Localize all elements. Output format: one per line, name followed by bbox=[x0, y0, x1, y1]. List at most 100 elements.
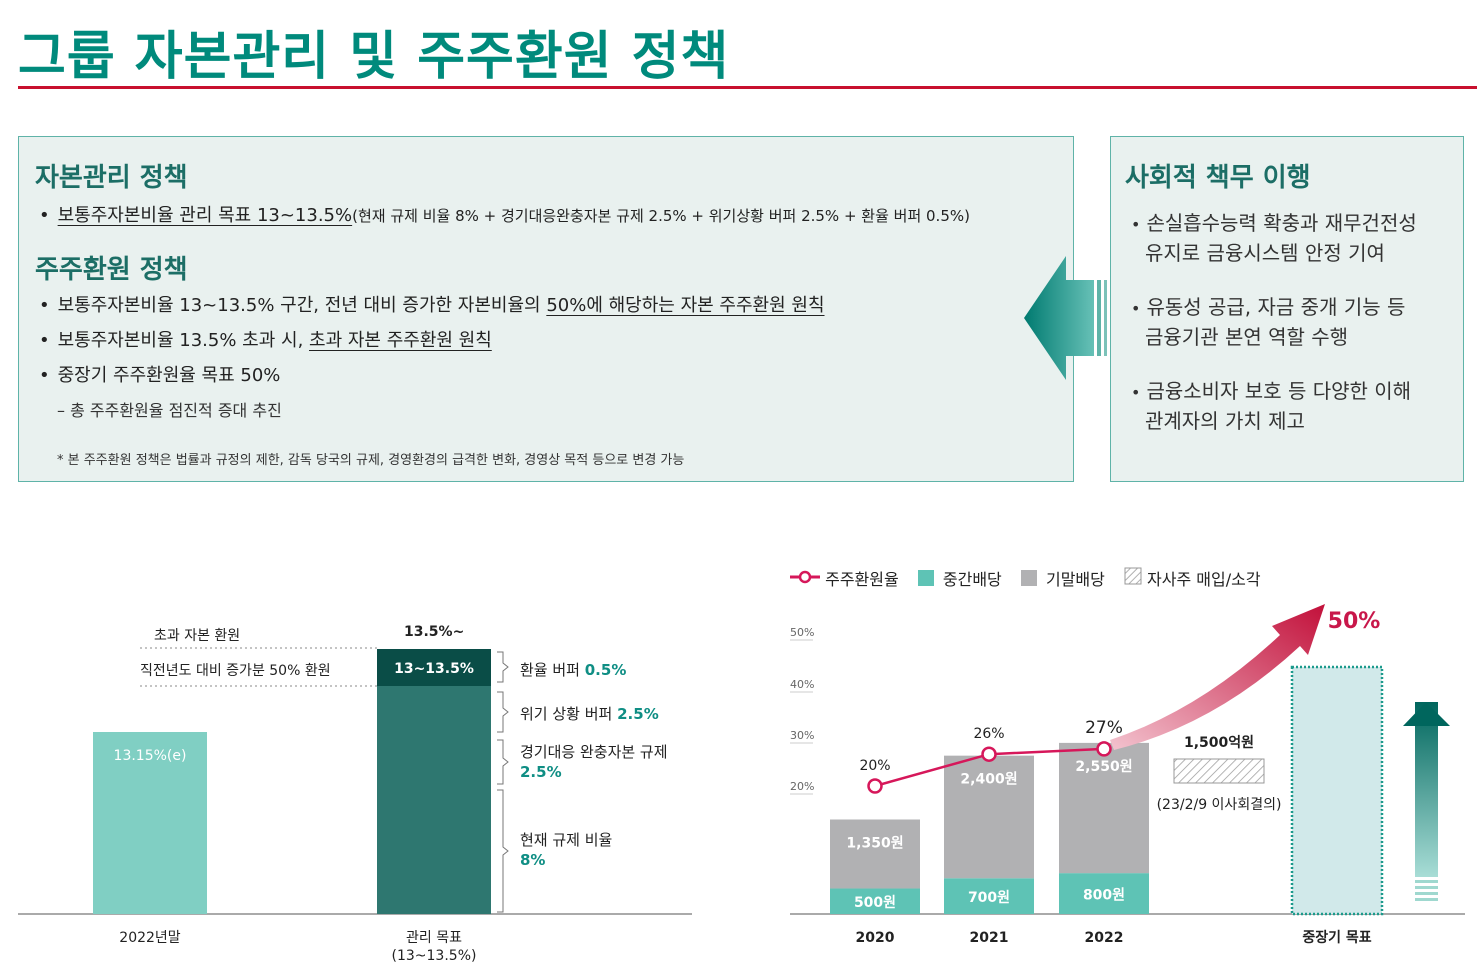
social-item-3: • 금융소비자 보호 등 다양한 이해 관계자의 가치 제고 bbox=[1131, 377, 1411, 435]
bar-final-dividend bbox=[944, 755, 1034, 879]
social-item-1-line2: 유지로 금융시스템 안정 기여 bbox=[1145, 241, 1385, 265]
buyback-note-label: (23/2/9 이사회결의) bbox=[1157, 797, 1282, 813]
social-item-2-line1: 유동성 공급, 자금 중개 기능 등 bbox=[1146, 295, 1406, 319]
bullet-dot: • bbox=[1131, 299, 1141, 318]
component-countercyclical-value: 2.5% bbox=[520, 763, 562, 781]
component-bracket bbox=[497, 651, 509, 683]
final-dividend-label: 2,400원 bbox=[960, 772, 1017, 788]
shareholder-bullet-2: • 보통주자본비율 13.5% 초과 시, 초과 자본 주주환원 원칙 bbox=[39, 326, 492, 352]
shareholder-return-chart: 50% 40% 30% 20% 500원 1,350원 2020 700원 2,400원 2021… bbox=[790, 604, 1465, 946]
category-target: 관리 목표 bbox=[406, 930, 462, 946]
buyback-amount-label: 1,500억원 bbox=[1184, 735, 1254, 751]
category-2022: 2022년말 bbox=[119, 930, 181, 946]
social-item-1-line1: 손실흡수능력 확충과 재무건전성 bbox=[1146, 211, 1417, 235]
bullet-dot: • bbox=[39, 330, 50, 351]
bar-midterm-target bbox=[1290, 665, 1384, 916]
capital-ratio-chart: 13.15%(e) 13~13.5% 2022년말 관리 목표 (13~13.5%) bbox=[18, 647, 692, 964]
legend-buyback-swatch bbox=[1124, 567, 1142, 589]
increase-return-label: 직전년도 대비 증가분 50% 환원 bbox=[140, 663, 331, 679]
return-rate-point bbox=[981, 746, 997, 762]
bullet-dot: • bbox=[1131, 215, 1141, 234]
up-arrow-stripe bbox=[1415, 880, 1438, 883]
buyback-bar bbox=[1173, 758, 1265, 784]
bar-2022-label: 13.15%(e) bbox=[114, 748, 187, 764]
social-heading: 사회적 책무 이행 bbox=[1125, 163, 1311, 193]
bullet-1-text: 보통주자본비율 13~13.5% 구간, 전년 대비 증가한 자본비율의 bbox=[57, 295, 547, 316]
bar-interim-dividend bbox=[830, 888, 920, 914]
component-countercyclical-name: 경기대응 완충자본 규제 bbox=[520, 743, 668, 761]
bar-final-dividend bbox=[1059, 742, 1149, 874]
component-bracket bbox=[497, 691, 509, 733]
component-crisis-buffer: 위기 상황 버퍼 2.5% bbox=[520, 703, 659, 724]
interim-dividend-label: 500원 bbox=[854, 895, 896, 911]
policy-footnote: * 본 주주환원 정책은 법률과 규정의 제한, 감독 당국의 규제, 경영환경… bbox=[57, 453, 685, 468]
growth-arrow-icon bbox=[1110, 604, 1325, 750]
category-label: 2021 bbox=[970, 930, 1009, 946]
category-label: 2020 bbox=[856, 930, 895, 946]
social-item-3-line2: 관계자의 가치 제고 bbox=[1145, 409, 1305, 433]
component-countercyclical: 경기대응 완충자본 규제 2.5% bbox=[520, 742, 668, 782]
component-fx-buffer-value: 0.5% bbox=[584, 661, 627, 679]
legend-final: 기말배당 bbox=[1045, 570, 1105, 589]
bar-interim-dividend bbox=[1059, 873, 1149, 914]
left-arrow-icon bbox=[1024, 256, 1112, 380]
up-arrow-stripe bbox=[1415, 892, 1438, 895]
final-dividend-label: 2,550원 bbox=[1075, 759, 1132, 775]
capital-target-detail: (현재 규제 비율 8% + 경기대응완충자본 규제 2.5% + 위기상황 버… bbox=[352, 207, 970, 225]
y-tick-label: 30% bbox=[790, 729, 814, 742]
bullet-dot: • bbox=[39, 205, 50, 226]
bar-final-dividend bbox=[830, 819, 920, 889]
component-current-reg-name: 현재 규제 비율 bbox=[520, 831, 613, 849]
legend-line-icon bbox=[790, 569, 820, 588]
bar-2022 bbox=[93, 732, 207, 914]
y-tick-label: 50% bbox=[790, 626, 814, 639]
y-tick-label: 20% bbox=[790, 780, 814, 793]
social-item-1: • 손실흡수능력 확충과 재무건전성 유지로 금융시스템 안정 기여 bbox=[1131, 209, 1417, 267]
legend-final-swatch bbox=[1020, 570, 1037, 586]
chart-legend: 주주환원율 중간배당 기말배당 자사주 매입/소각 bbox=[790, 566, 1261, 590]
bullet-dot: • bbox=[1131, 383, 1141, 402]
legend-interim: 중간배당 bbox=[942, 570, 1002, 589]
interim-dividend-label: 700원 bbox=[968, 890, 1010, 906]
legend-return-rate: 주주환원율 bbox=[825, 570, 899, 589]
interim-dividend-label: 800원 bbox=[1083, 888, 1125, 904]
shareholder-bullet-1: • 보통주자본비율 13~13.5% 구간, 전년 대비 증가한 자본비율의 50… bbox=[39, 291, 825, 317]
target-rate-label: 50% bbox=[1328, 609, 1381, 634]
up-arrow-shaft bbox=[1415, 702, 1438, 877]
category-label: 2022 bbox=[1085, 930, 1124, 946]
bullet-dot: • bbox=[39, 365, 50, 386]
social-item-2-line2: 금융기관 본연 역할 수행 bbox=[1145, 325, 1349, 349]
component-crisis-buffer-name: 위기 상황 버퍼 bbox=[520, 705, 613, 723]
page-title: 그룹 자본관리 및 주주환원 정책 bbox=[18, 27, 730, 87]
excess-capital-label: 초과 자본 환원 bbox=[154, 628, 241, 644]
return-rate-point bbox=[1096, 741, 1112, 757]
y-tick-label: 40% bbox=[790, 678, 814, 691]
social-item-2: • 유동성 공급, 자금 중개 기능 등 금융기관 본연 역할 수행 bbox=[1131, 293, 1405, 351]
component-fx-buffer-name: 환율 버퍼 bbox=[520, 661, 580, 679]
bullet-2-text: 보통주자본비율 13.5% 초과 시, bbox=[57, 330, 310, 351]
component-current-reg: 현재 규제 비율 8% bbox=[520, 830, 612, 870]
component-current-reg-value: 8% bbox=[520, 851, 546, 869]
bullet-1-underlined: 50%에 해당하는 자본 주주환원 원칙 bbox=[546, 295, 825, 316]
return-rate-label: 20% bbox=[859, 758, 890, 774]
up-arrow-icon bbox=[1403, 702, 1450, 726]
return-rate-point bbox=[867, 778, 883, 794]
component-bracket bbox=[497, 789, 509, 913]
social-responsibility-box: 사회적 책무 이행 • 손실흡수능력 확충과 재무건전성 유지로 금융시스템 안정… bbox=[1110, 136, 1464, 482]
up-arrow-stripe bbox=[1415, 886, 1438, 889]
return-rate-label: 26% bbox=[973, 726, 1004, 742]
shareholder-bullet-3: • 중장기 주주환원율 목표 50% bbox=[39, 361, 280, 387]
target-top-label: 13.5%~ bbox=[404, 624, 465, 640]
category-target-sub: (13~13.5%) bbox=[392, 948, 477, 964]
policy-box: 자본관리 정책 • 보통주자본비율 관리 목표 13~13.5%(현재 규제 비율… bbox=[18, 136, 1074, 482]
title-divider bbox=[18, 86, 1477, 89]
bar-target-top bbox=[377, 649, 491, 686]
bar-interim-dividend bbox=[944, 878, 1034, 914]
bullet-3-text: 중장기 주주환원율 목표 50% bbox=[57, 365, 281, 386]
component-fx-buffer: 환율 버퍼 0.5% bbox=[520, 659, 626, 680]
capital-policy-heading: 자본관리 정책 bbox=[35, 163, 188, 193]
category-label: 중장기 목표 bbox=[1302, 929, 1371, 946]
social-item-3-line1: 금융소비자 보호 등 다양한 이해 bbox=[1146, 379, 1412, 403]
shareholder-sub-bullet: – 총 주주환원율 점진적 증대 추진 bbox=[57, 401, 282, 420]
component-crisis-buffer-value: 2.5% bbox=[617, 705, 659, 723]
